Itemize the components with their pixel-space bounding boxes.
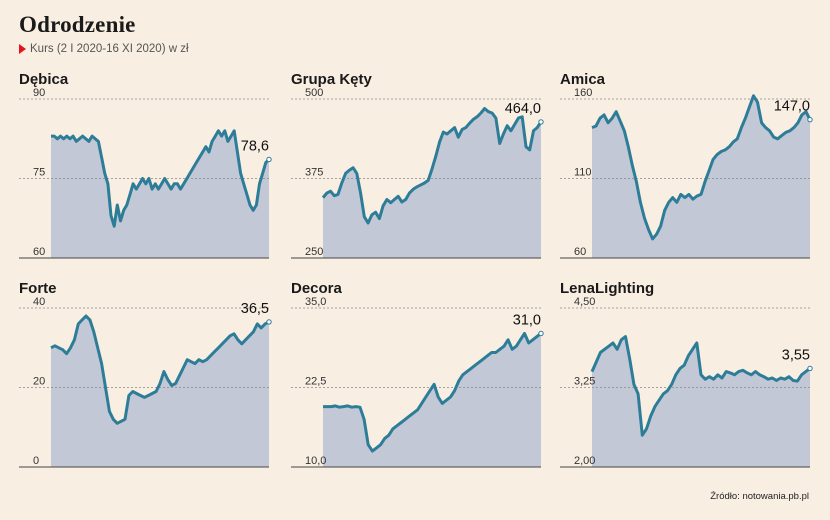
- last-point: [266, 156, 272, 163]
- area-fill: [592, 95, 810, 258]
- y-tick-label: 22,5: [305, 376, 326, 388]
- chart-svg: 500 375 250 464,0: [291, 87, 544, 259]
- y-tick-label: 110: [574, 167, 592, 179]
- price-line: [321, 107, 543, 225]
- last-value-label: 31,0: [513, 312, 541, 328]
- last-point: [807, 116, 813, 123]
- y-tick-label: 3,25: [574, 376, 595, 388]
- chart-title: Decora: [291, 280, 342, 297]
- y-tick-label: 0: [33, 455, 39, 467]
- y-tick-label: 160: [574, 87, 592, 99]
- chart-title: Amica: [560, 71, 606, 88]
- price-line: [591, 94, 812, 241]
- last-value-label: 464,0: [505, 101, 541, 117]
- chart-panel-forte: Forte 40 20 0 36,5: [19, 280, 279, 480]
- chart-svg: 35,0 22,5 10,0 31,0: [291, 296, 544, 468]
- source-note: Źródło: notowania.pb.pl: [710, 491, 809, 502]
- y-tick-label: 35,0: [305, 296, 326, 308]
- last-point: [266, 319, 272, 325]
- last-point: [807, 365, 813, 372]
- y-tick-label: 375: [305, 167, 323, 179]
- chart-panel-lenalighting: LenaLighting 4,50 3,25 2,00 3,55: [560, 280, 820, 480]
- chart-title: Grupa Kęty: [291, 71, 372, 88]
- y-tick-label: 20: [33, 376, 45, 388]
- chart-title: LenaLighting: [560, 280, 655, 297]
- chart-svg: 90 75 60 78,6: [19, 87, 272, 259]
- page-title: Odrodzenie: [19, 12, 136, 37]
- price-line: [590, 335, 811, 437]
- y-tick-label: 4,50: [574, 296, 595, 308]
- chart-panel-grupa-kety: Grupa Kęty 500 375 250 464,0: [291, 71, 551, 271]
- area-fill: [592, 336, 810, 467]
- last-value-label: 3,55: [782, 347, 810, 363]
- chart-panel-decora: Decora 35,0 22,5 10,0 31,0: [291, 280, 551, 480]
- last-point: [538, 330, 544, 337]
- chart-panel-debica: Dębica 90 75 60 78,6: [19, 71, 279, 271]
- y-tick-label: 90: [33, 87, 45, 99]
- price-line: [50, 314, 270, 425]
- last-point: [538, 119, 544, 125]
- area-fill: [323, 108, 541, 258]
- last-value-label: 78,6: [241, 138, 269, 154]
- chart-title: Dębica: [19, 71, 69, 88]
- subtitle-text: Kurs (2 I 2020-16 XI 2020) w zł: [30, 43, 189, 55]
- subtitle: Kurs (2 I 2020-16 XI 2020) w zł: [19, 43, 189, 55]
- red-triangle-icon: [19, 44, 26, 54]
- y-tick-label: 60: [574, 246, 586, 258]
- chart-panel-amica: Amica 160 110 60 147,0: [560, 71, 820, 271]
- last-value-label: 147,0: [774, 99, 810, 115]
- y-tick-label: 500: [305, 87, 323, 99]
- y-tick-label: 250: [305, 246, 323, 258]
- y-tick-label: 75: [33, 167, 45, 179]
- y-tick-label: 10,0: [305, 455, 326, 467]
- area-fill: [323, 333, 541, 467]
- last-value-label: 36,5: [241, 301, 269, 317]
- y-tick-label: 60: [33, 246, 45, 258]
- y-tick-label: 2,00: [574, 455, 595, 467]
- chart-svg: 40 20 0 36,5: [19, 296, 272, 468]
- price-line: [51, 129, 271, 228]
- price-line: [323, 331, 542, 453]
- chart-svg: 160 110 60 147,0: [560, 87, 813, 259]
- area-fill: [51, 130, 269, 258]
- y-tick-label: 40: [33, 296, 45, 308]
- chart-title: Forte: [19, 280, 57, 297]
- chart-svg: 4,50 3,25 2,00 3,55: [560, 296, 813, 468]
